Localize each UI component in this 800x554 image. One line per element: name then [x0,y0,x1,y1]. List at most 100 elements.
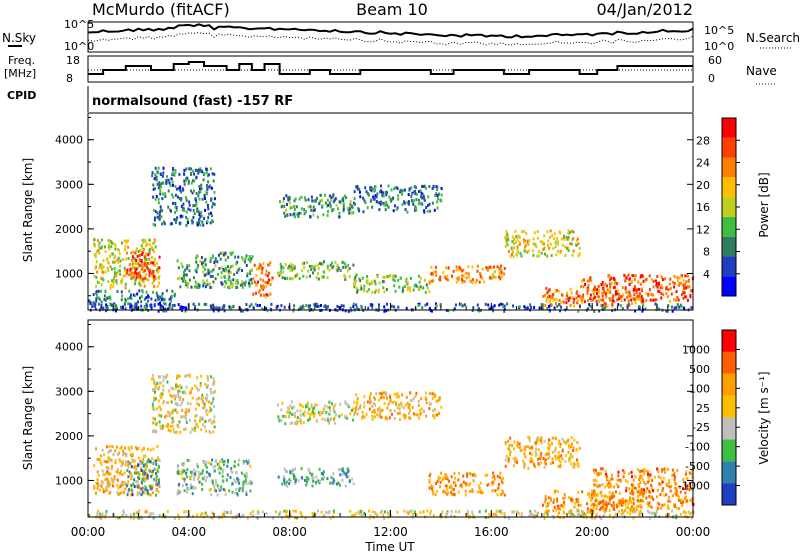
power-cell [157,166,160,170]
velocity-cell [192,428,194,432]
velocity-cell [359,404,362,407]
power-cell [260,271,263,275]
power-cell [192,216,195,219]
power-cell [126,271,128,275]
velocity-cell [464,483,467,487]
power-cell [316,263,319,267]
velocity-cell [600,500,603,504]
velocity-cell [172,408,174,412]
velocity-cell [230,467,233,471]
power-cell [447,309,450,313]
velocity-cell [152,447,155,451]
power-cell [146,242,149,246]
power-cell [384,208,387,212]
power-cell [162,181,165,185]
velocity-cell [352,407,355,411]
power-cell [154,245,157,249]
velocity-cell [500,509,503,513]
velocity-cell [434,493,437,497]
power-cell [212,280,215,284]
velocity-ytick-label: 2000 [55,430,83,443]
velocity-cell [234,491,237,495]
power-cell [317,277,320,281]
velocity-cell [171,424,174,428]
power-cell [214,306,217,310]
power-cell [229,271,232,274]
power-cell [603,290,606,294]
power-cell [157,266,160,270]
power-cell [140,304,143,308]
power-cell [492,272,495,276]
power-cell [98,265,101,269]
power-cell [684,295,687,299]
velocity-cell [300,467,303,471]
power-cell [157,309,160,313]
velocity-cell [448,485,451,489]
velocity-cell [106,488,109,492]
power-cell [152,183,155,187]
velocity-cell [222,487,225,491]
power-cell [249,272,252,276]
velocity-cell [124,463,127,467]
velocity-cell [516,510,519,514]
velocity-cell [624,499,627,503]
velocity-cell [292,405,295,409]
velocity-cell [388,510,391,513]
power-cell [648,288,651,292]
velocity-cell [106,485,108,489]
power-cell [665,292,668,295]
power-cell [139,271,142,275]
velocity-cell [572,446,575,450]
power-cell [188,203,191,207]
power-cell [213,261,216,265]
power-cell [399,276,402,280]
power-cell [146,265,148,269]
velocity-cell [286,410,289,414]
power-cell [565,235,568,239]
power-cell [124,286,127,290]
velocity-cell [631,475,633,479]
power-cell [614,292,617,296]
power-cell [264,307,267,311]
power-cell [186,266,189,270]
velocity-cell [213,415,216,419]
velocity-cell [180,415,183,419]
power-cell [100,300,103,304]
velocity-cell [602,514,605,518]
velocity-cell [529,460,532,464]
velocity-colorbar-swatch [722,483,736,505]
power-cell [362,210,365,214]
velocity-cell [158,459,161,463]
velocity-cell [143,479,146,483]
power-cell [174,184,177,188]
power-cell [608,289,611,293]
velocity-cell [178,516,181,520]
velocity-cell [575,448,578,451]
velocity-cell [190,473,193,477]
velocity-cell [217,463,220,467]
power-cell [200,256,203,259]
velocity-cell [183,510,186,514]
power-cell [112,260,115,264]
velocity-cell [179,374,182,378]
power-cell [667,288,670,292]
power-cell [180,205,183,208]
power-cell [262,287,265,291]
power-cell [562,300,565,304]
power-cell [148,243,151,247]
power-cell [312,209,315,213]
power-cell [332,193,335,197]
velocity-cell [509,436,512,440]
power-cell [195,256,198,260]
power-cell [342,261,345,264]
power-cell [497,275,500,279]
power-cell [161,305,164,309]
power-cell [109,286,112,290]
velocity-cell [186,468,189,471]
power-cell [180,190,183,194]
velocity-cell [246,475,249,479]
power-cell [580,298,583,302]
velocity-cell [671,473,674,477]
power-cell [232,278,235,282]
power-cell [678,305,681,309]
